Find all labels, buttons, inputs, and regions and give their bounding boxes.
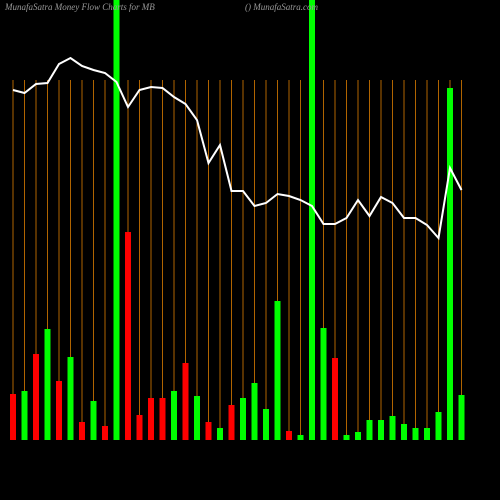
- bar: [136, 415, 143, 440]
- bar: [194, 396, 200, 440]
- bar: [182, 363, 189, 440]
- bar: [148, 398, 154, 440]
- bar: [251, 383, 258, 440]
- bar: [33, 354, 39, 440]
- bar: [355, 432, 361, 440]
- chart-subtitle: () MunafaSatra.com: [245, 2, 318, 12]
- bar: [171, 391, 177, 440]
- bar: [102, 426, 108, 440]
- bar: [56, 381, 62, 440]
- bar: [113, 0, 120, 440]
- bar: [447, 88, 453, 440]
- bar: [274, 301, 281, 440]
- bar: [125, 232, 131, 440]
- bar: [389, 416, 396, 440]
- bar: [217, 428, 223, 440]
- bar: [458, 395, 465, 440]
- bar: [79, 422, 85, 440]
- bar: [205, 422, 212, 440]
- bar: [228, 405, 235, 440]
- bar: [240, 398, 246, 440]
- bar: [297, 435, 304, 440]
- bar: [378, 420, 384, 440]
- bar: [332, 358, 338, 440]
- bar: [320, 328, 327, 440]
- bar: [263, 409, 269, 440]
- bar: [159, 398, 166, 440]
- bar: [67, 357, 74, 440]
- bar: [435, 412, 442, 440]
- bar: [412, 428, 419, 440]
- bar: [309, 0, 315, 440]
- bar: [44, 329, 51, 440]
- money-flow-line: [12, 56, 463, 241]
- bar: [90, 401, 97, 440]
- bar: [366, 420, 373, 440]
- bar: [343, 435, 350, 440]
- bar: [10, 394, 16, 440]
- bar: [286, 431, 292, 440]
- bar: [21, 391, 28, 440]
- chart-title: MunafaSatra Money Flow Charts for MB: [4, 2, 155, 12]
- bar: [401, 424, 407, 440]
- bar: [424, 428, 430, 440]
